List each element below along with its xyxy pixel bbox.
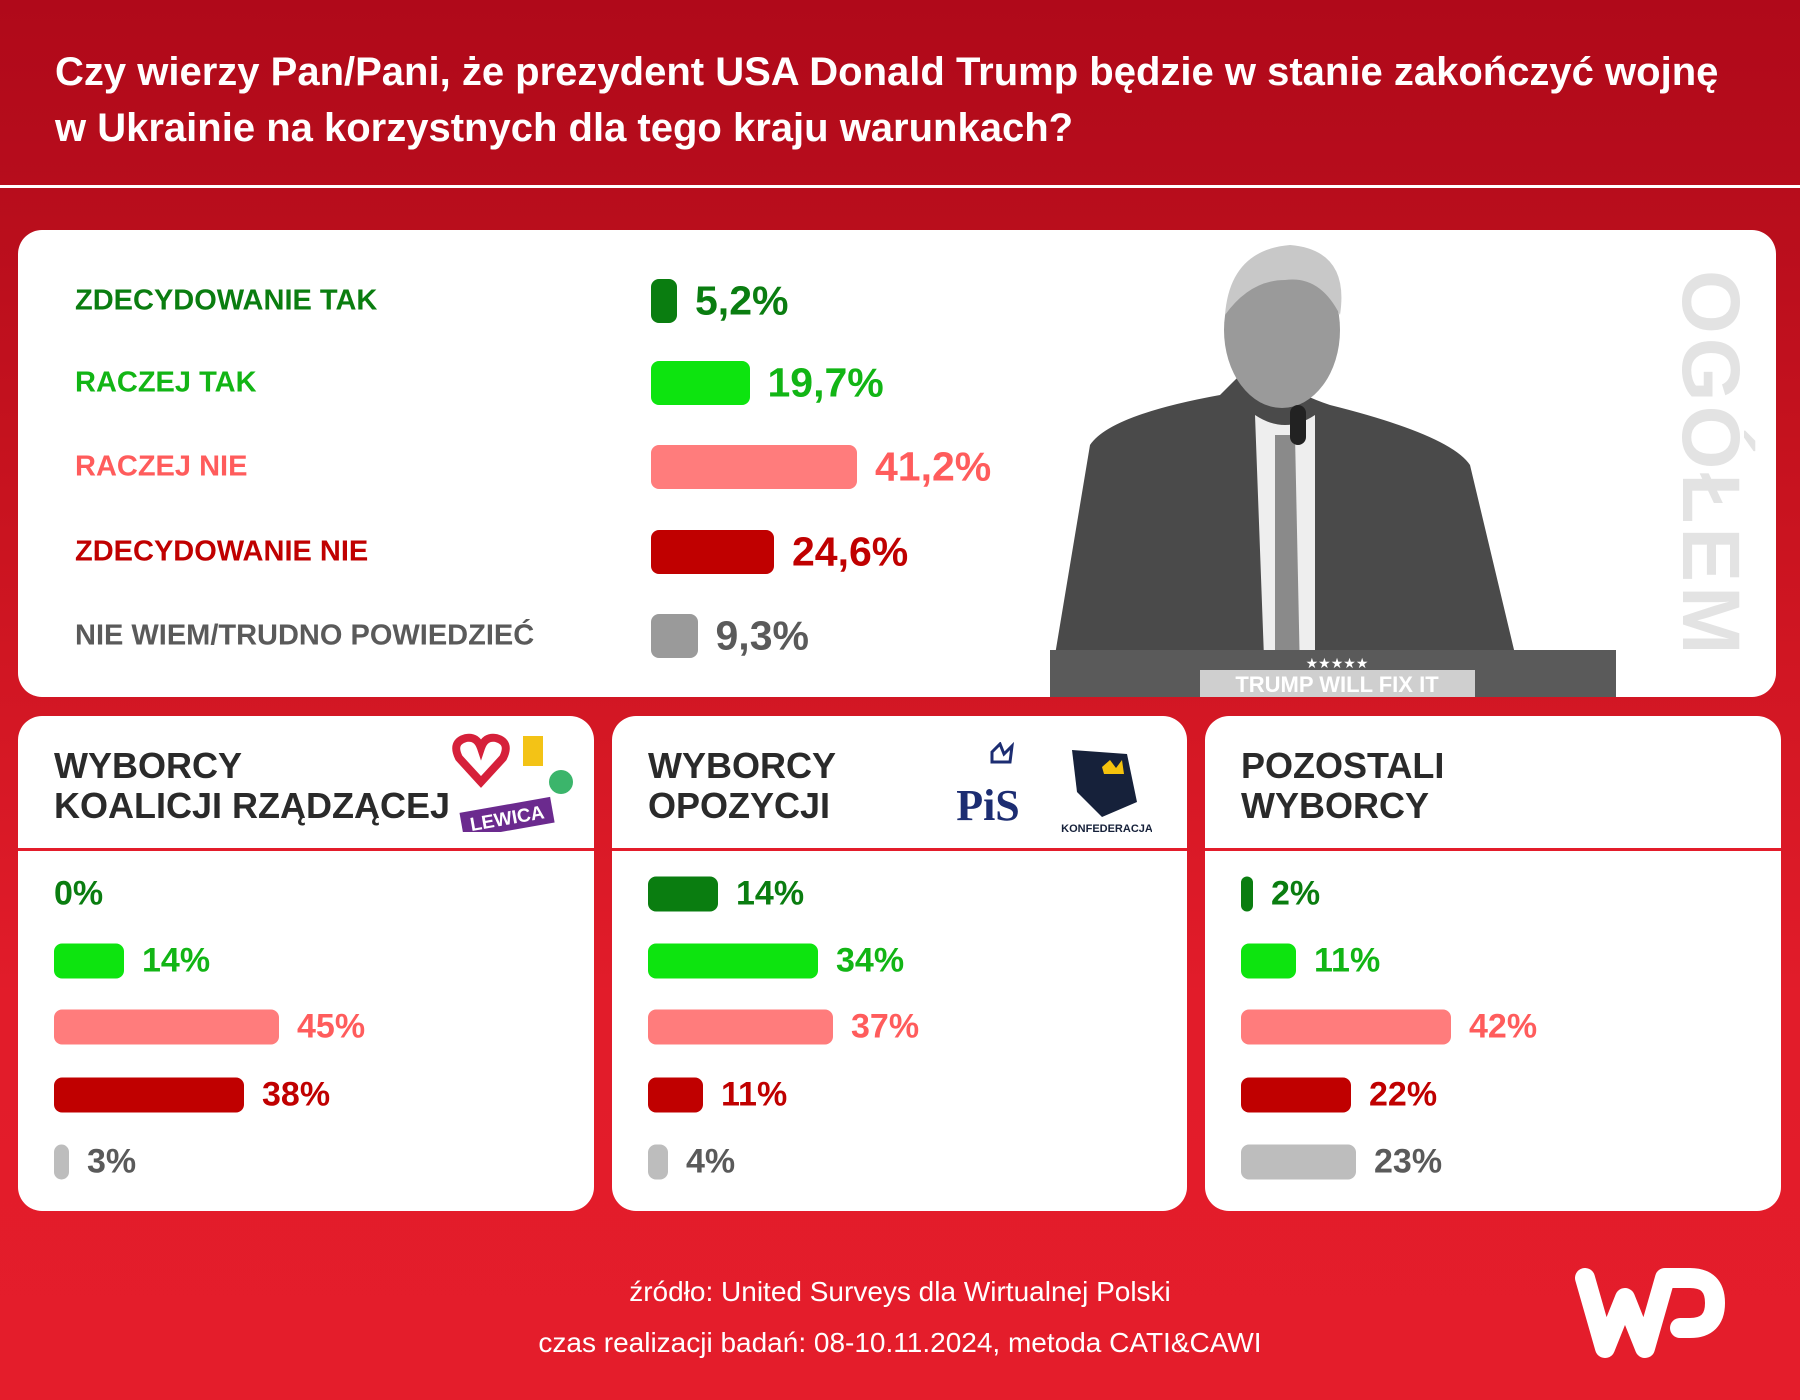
bar-raczej-tak [651,361,750,405]
svg-text:PiS: PiS [956,781,1020,830]
bar-raczej-nie [648,1009,833,1045]
bar-raczej-nie [651,445,857,489]
overall-card: ★★★★★ TRUMP WILL FIX IT OGÓŁEM ZDECYDOWA… [18,230,1776,697]
others-card: POZOSTALI WYBORCY 2% 11% 42% 22% 23% [1205,716,1781,1211]
bar-raczej-nie [1241,1009,1451,1045]
value-label-zdecydowanie-nie: 24,6% [792,528,909,575]
value-label-zdecydowanie-nie: 38% [262,1075,331,1114]
value-label-raczej-tak: 14% [142,941,211,980]
bar-raczej-tak [54,943,124,979]
bar-zdecydowanie-nie [54,1077,244,1113]
bar-nie-wiem-trudno-powiedziec [54,1144,69,1180]
podium-sign-text: TRUMP WILL FIX IT [1235,672,1439,697]
bar-zdecydowanie-tak [648,876,718,912]
coalition-card: WYBORCY KOALICJI RZĄDZĄCEJ LEWICA 0% 14% 45… [18,716,594,1211]
bar-zdecydowanie-tak [1241,876,1253,912]
bar-nie-wiem-trudno-powiedziec [648,1144,668,1180]
opposition-title: WYBORCY OPOZYCJI [648,745,836,826]
value-label-zdecydowanie-tak: 0% [54,874,104,913]
value-label-raczej-tak: 11% [1314,941,1381,980]
trump-photo: ★★★★★ TRUMP WILL FIX IT [1050,245,1616,697]
bar-raczej-tak [648,943,818,979]
source-text: źródło: United Surveys dla Wirtualnej Po… [629,1276,1171,1307]
value-label-zdecydowanie-nie: 22% [1369,1075,1438,1114]
bar-zdecydowanie-nie [1241,1077,1351,1113]
category-label-zdecydowanie-nie: ZDECYDOWANIE NIE [75,535,369,568]
value-label-nie-wiem-trudno-powiedziec: 4% [686,1142,736,1181]
coalition-title: WYBORCY KOALICJI RZĄDZĄCEJ [54,745,451,826]
category-label-raczej-tak: RACZEJ TAK [75,366,257,399]
bar-nie-wiem-trudno-powiedziec [651,614,698,658]
overall-label: OGÓŁEM [1665,270,1756,659]
svg-text:KONFEDERACJA: KONFEDERACJA [1061,823,1152,835]
bar-raczej-tak [1241,943,1296,979]
card-divider [18,848,594,851]
value-label-zdecydowanie-tak: 2% [1271,874,1321,913]
card-divider [1205,848,1781,851]
value-label-raczej-nie: 45% [297,1007,366,1046]
coalition-party-logos: LEWICA [452,733,573,832]
others-title: POZOSTALI WYBORCY [1241,745,1445,826]
opposition-card: WYBORCY OPOZYCJI PiS KONFEDERACJA 14% 34% 3… [612,716,1187,1211]
card-divider [612,848,1187,851]
opposition-party-logos: PiS KONFEDERACJA [956,742,1152,835]
bar-zdecydowanie-nie [648,1077,703,1113]
value-label-raczej-nie: 37% [851,1007,920,1046]
value-label-zdecydowanie-nie: 11% [721,1075,788,1114]
value-label-raczej-nie: 42% [1469,1007,1538,1046]
wp-logo [1575,1268,1725,1358]
header-divider [0,185,1800,188]
value-label-raczej-tak: 19,7% [767,359,884,406]
page-title: Czy wierzy Pan/Pani, że prezydent USA Do… [55,50,1719,150]
value-label-raczej-tak: 34% [836,941,905,980]
value-label-zdecydowanie-tak: 5,2% [695,277,789,324]
bar-raczej-nie [54,1009,279,1045]
period-text: czas realizacji badań: 08-10.11.2024, me… [538,1327,1262,1358]
category-label-zdecydowanie-tak: ZDECYDOWANIE TAK [75,284,378,317]
bar-zdecydowanie-nie [651,530,774,574]
value-label-zdecydowanie-tak: 14% [736,874,805,913]
value-label-nie-wiem-trudno-powiedziec: 9,3% [715,612,809,659]
value-label-raczej-nie: 41,2% [875,443,992,490]
value-label-nie-wiem-trudno-powiedziec: 3% [87,1142,137,1181]
category-label-raczej-nie: RACZEJ NIE [75,450,248,483]
svg-text:★★★★★: ★★★★★ [1306,656,1369,672]
category-label-nie-wiem-trudno-powiedziec: NIE WIEM/TRUDNO POWIEDZIEĆ [75,619,535,652]
value-label-nie-wiem-trudno-powiedziec: 23% [1374,1142,1443,1181]
bar-zdecydowanie-tak [651,279,677,323]
bar-nie-wiem-trudno-powiedziec [1241,1144,1356,1180]
